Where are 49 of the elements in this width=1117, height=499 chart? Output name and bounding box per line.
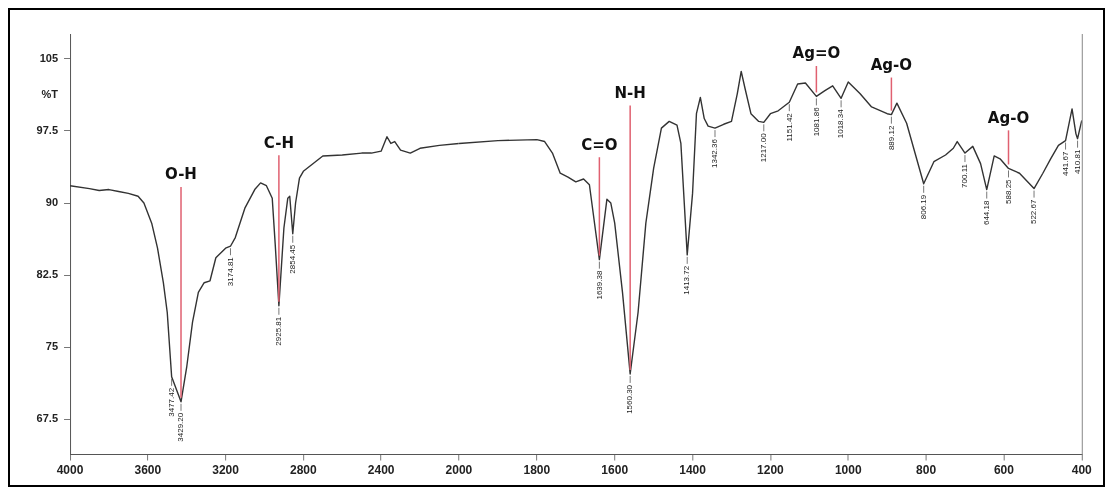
annotation: 889.12 [886,125,896,151]
x-tick-label: 400 [1072,463,1093,478]
annotation: 3429.20 [176,412,186,442]
x-tick-label: 4000 [56,463,84,478]
annotation: 1342.36 [710,138,720,169]
x-tick-label: 1200 [757,463,785,478]
x-tick-label: 3600 [134,463,162,478]
y-tick-label: 97.5 [36,124,59,137]
annotation: 1217.00 [759,132,769,163]
y-tick-label: 67.5 [36,412,59,425]
annotation: 410.81 [1073,149,1083,175]
annotation: 1081.86 [811,106,821,137]
annotation: Ag-O [988,108,1030,127]
annotation: O-H [165,165,197,184]
x-tick-label: 2000 [445,463,473,478]
x-tick-label: 2800 [289,463,318,478]
y-tick-label: 90 [45,196,59,209]
x-tick-label: 600 [994,463,1015,478]
annotation: Ag=O [792,44,841,63]
annotation: 1560.30 [625,384,635,414]
annotation: 700.11 [960,163,970,188]
annotation: 3477.42 [166,387,176,417]
x-tick-label: 2400 [367,463,395,478]
annotation: N-H [614,83,647,102]
annotation: 522.67 [1029,199,1039,225]
annotation: 1639.38 [594,270,604,300]
y-tick-label: 105 [39,52,59,64]
annotation: 806.19 [919,194,929,220]
annotation: 1413.72 [682,265,692,295]
annotation: C=O [581,135,618,154]
annotation: 588.25 [1003,178,1013,204]
x-tick-label: 1000 [835,463,863,478]
x-tick-label: 3200 [212,463,240,478]
annotation: C-H [263,133,294,152]
y-tick-label: 75 [45,340,59,353]
annotation: 3174.81 [225,256,235,287]
y-tick-label: 82.5 [36,268,59,281]
annotation: 2854.45 [287,244,297,274]
annotation: 1018.34 [836,108,846,139]
x-tick-label: 800 [916,463,937,478]
x-tick-label: 1800 [523,463,551,478]
x-tick-label: 1600 [601,463,629,478]
annotation: 1151.42 [784,112,794,142]
annotation: 441.67 [1061,151,1071,177]
annotation: Ag-O [870,55,913,74]
annotation: 644.18 [982,200,992,226]
x-tick-label: 1400 [679,463,707,478]
annotation: 2925.81 [274,316,284,346]
y-axis-title: %T [41,88,59,101]
